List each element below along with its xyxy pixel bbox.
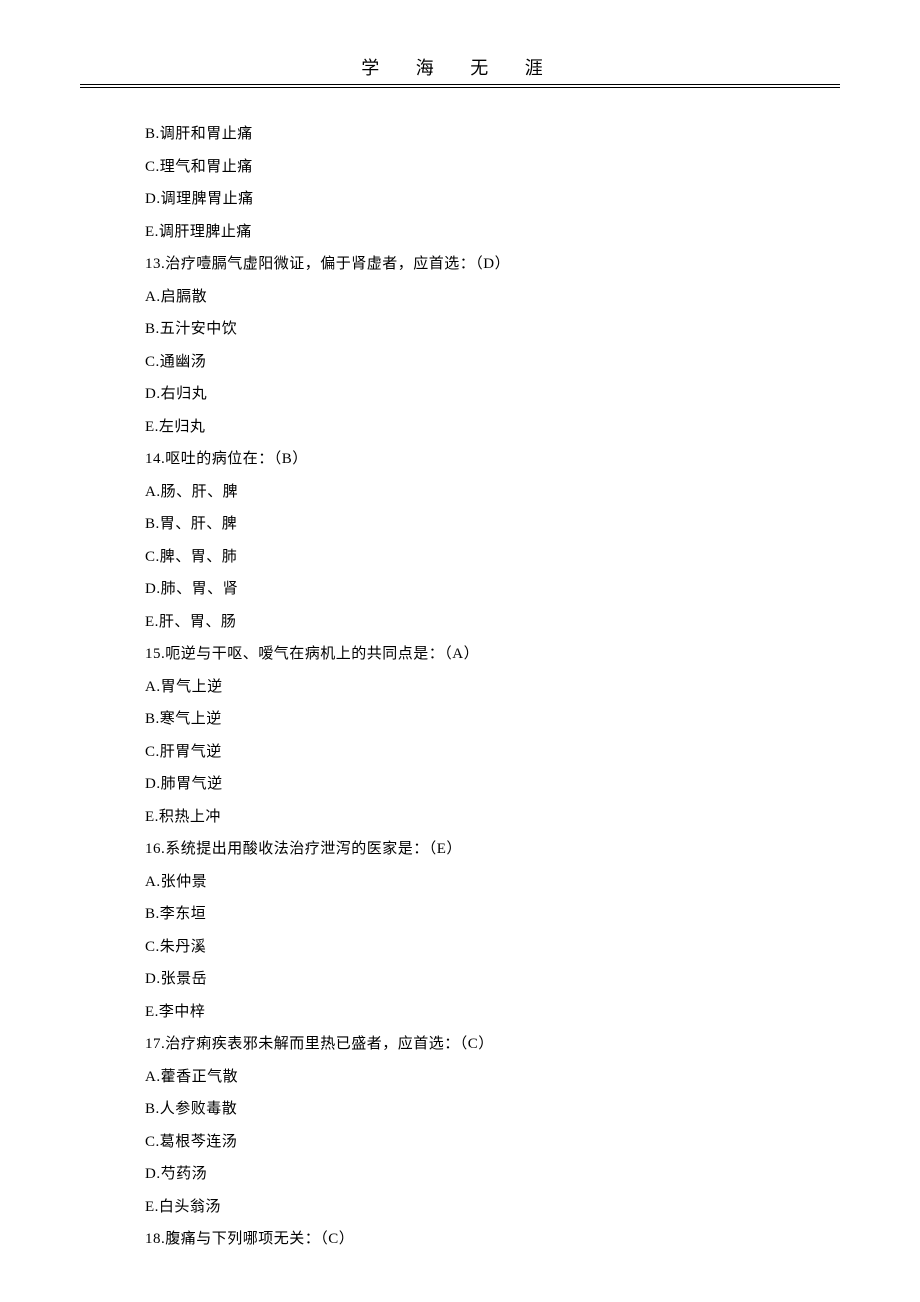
text-line: 17.治疗痢疾表邪未解而里热已盛者，应首选：（C） bbox=[145, 1028, 840, 1061]
header-divider-top bbox=[80, 84, 840, 85]
text-line: C.朱丹溪 bbox=[145, 931, 840, 964]
text-line: A.张仲景 bbox=[145, 866, 840, 899]
header-title: 学 海 无 涯 bbox=[361, 58, 559, 78]
text-line: 16.系统提出用酸收法治疗泄泻的医家是：（E） bbox=[145, 833, 840, 866]
text-line: B.李东垣 bbox=[145, 898, 840, 931]
text-line: 15.呃逆与干呕、嗳气在病机上的共同点是：（A） bbox=[145, 638, 840, 671]
document-content: B.调肝和胃止痛 C.理气和胃止痛 D.调理脾胃止痛 E.调肝理脾止痛 13.治… bbox=[0, 88, 920, 1256]
text-line: E.白头翁汤 bbox=[145, 1191, 840, 1224]
text-line: C.理气和胃止痛 bbox=[145, 151, 840, 184]
text-line: E.调肝理脾止痛 bbox=[145, 216, 840, 249]
text-line: A.启膈散 bbox=[145, 281, 840, 314]
text-line: E.积热上冲 bbox=[145, 801, 840, 834]
text-line: B.调肝和胃止痛 bbox=[145, 118, 840, 151]
text-line: B.寒气上逆 bbox=[145, 703, 840, 736]
text-line: E.左归丸 bbox=[145, 411, 840, 444]
text-line: 18.腹痛与下列哪项无关：（C） bbox=[145, 1223, 840, 1256]
text-line: E.李中梓 bbox=[145, 996, 840, 1029]
text-line: C.通幽汤 bbox=[145, 346, 840, 379]
text-line: D.右归丸 bbox=[145, 378, 840, 411]
text-line: 13.治疗噎膈气虚阳微证，偏于肾虚者，应首选：（D） bbox=[145, 248, 840, 281]
text-line: C.脾、胃、肺 bbox=[145, 541, 840, 574]
page-header: 学 海 无 涯 bbox=[0, 0, 920, 84]
text-line: B.胃、肝、脾 bbox=[145, 508, 840, 541]
text-line: 14.呕吐的病位在：（B） bbox=[145, 443, 840, 476]
text-line: D.肺胃气逆 bbox=[145, 768, 840, 801]
text-line: D.肺、胃、肾 bbox=[145, 573, 840, 606]
text-line: E.肝、胃、肠 bbox=[145, 606, 840, 639]
text-line: C.葛根芩连汤 bbox=[145, 1126, 840, 1159]
text-line: A.藿香正气散 bbox=[145, 1061, 840, 1094]
text-line: B.五汁安中饮 bbox=[145, 313, 840, 346]
text-line: A.胃气上逆 bbox=[145, 671, 840, 704]
text-line: D.调理脾胃止痛 bbox=[145, 183, 840, 216]
text-line: D.张景岳 bbox=[145, 963, 840, 996]
text-line: C.肝胃气逆 bbox=[145, 736, 840, 769]
text-line: A.肠、肝、脾 bbox=[145, 476, 840, 509]
text-line: B.人参败毒散 bbox=[145, 1093, 840, 1126]
text-line: D.芍药汤 bbox=[145, 1158, 840, 1191]
